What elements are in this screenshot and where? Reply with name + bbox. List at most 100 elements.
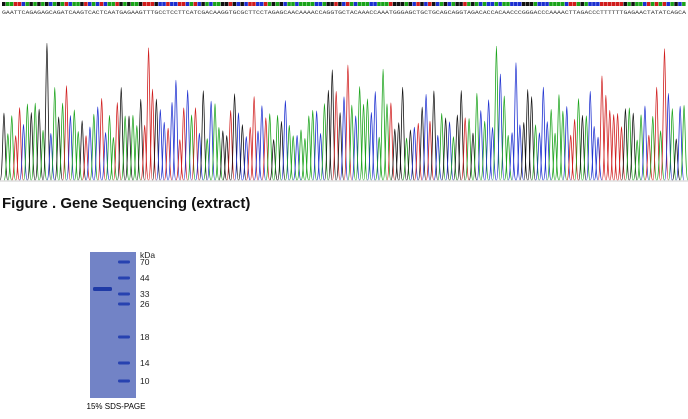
peak <box>515 124 524 181</box>
peak <box>85 126 95 181</box>
base-cell <box>326 2 330 6</box>
peak <box>144 47 153 181</box>
peak <box>582 115 591 181</box>
marker-label: 44 <box>140 273 150 283</box>
caption: Figure . Gene Sequencing (extract) <box>2 195 250 212</box>
peak <box>550 132 560 181</box>
peak <box>121 115 130 181</box>
base-cell <box>41 2 45 6</box>
base-cell <box>111 2 115 6</box>
base-cell <box>455 2 459 6</box>
base-cell <box>37 2 41 6</box>
sequence-text: GAATTCAGAGAGCAGATCAAGTCACTCAATGAGAAGTTTG… <box>2 10 687 16</box>
marker-label: 10 <box>140 376 150 386</box>
peak <box>132 125 141 181</box>
marker-label: 70 <box>140 257 150 267</box>
peak <box>414 122 423 181</box>
base-cell <box>13 2 18 6</box>
base-cell <box>451 2 455 6</box>
base-cell <box>224 2 229 6</box>
peak <box>277 121 286 181</box>
base-cell <box>248 2 252 6</box>
base-cell <box>420 2 424 6</box>
base-cell <box>502 2 506 6</box>
base-cell <box>459 2 463 6</box>
base-cell <box>302 2 307 6</box>
base-cell <box>631 2 635 6</box>
base-cell <box>87 2 92 6</box>
ladder-band <box>118 361 130 365</box>
base-cell <box>150 2 155 6</box>
base-cell <box>529 2 534 6</box>
peak <box>535 132 544 181</box>
base-cell <box>138 2 143 6</box>
peak <box>609 114 618 181</box>
peak <box>480 120 489 181</box>
base-cell <box>127 2 131 6</box>
peak <box>461 117 470 181</box>
peak <box>187 114 196 181</box>
base-cell <box>263 2 268 6</box>
peak <box>195 132 204 181</box>
base-cell <box>95 2 100 6</box>
peak <box>617 126 626 181</box>
peak <box>394 122 403 181</box>
peak <box>390 128 399 181</box>
peak <box>11 135 20 181</box>
base-cell <box>177 2 182 6</box>
base-cell <box>627 2 631 6</box>
base-cell <box>560 2 565 6</box>
peak <box>382 103 392 181</box>
peak <box>199 90 208 181</box>
base-cell <box>295 2 299 6</box>
peak <box>66 115 75 181</box>
base-cell <box>299 2 303 6</box>
peak <box>621 108 630 181</box>
base-cell <box>220 2 225 6</box>
marker-label: 33 <box>140 289 150 299</box>
base-cell <box>107 2 112 6</box>
base-cell <box>48 2 53 6</box>
peak <box>300 137 310 181</box>
peak <box>101 132 110 181</box>
base-cell <box>259 2 264 6</box>
base-cell <box>533 2 538 6</box>
base-cell <box>494 2 498 6</box>
base-cell <box>385 2 389 6</box>
peak <box>672 138 681 181</box>
base-cell <box>283 2 287 6</box>
peak <box>308 109 317 181</box>
base-cell <box>338 2 342 6</box>
base-cell <box>9 2 14 6</box>
peak <box>316 132 325 181</box>
peak <box>246 126 255 181</box>
base-cell <box>142 2 147 6</box>
base-cell <box>646 2 651 6</box>
peak <box>160 121 169 181</box>
base-cell <box>639 2 643 6</box>
peak <box>74 131 83 181</box>
peak <box>511 62 521 181</box>
peak <box>304 115 313 181</box>
base-cell <box>213 2 217 6</box>
peak <box>570 118 579 181</box>
peak <box>539 86 548 181</box>
base-cell <box>345 2 350 6</box>
ladder-band <box>118 379 130 383</box>
peak <box>19 123 28 181</box>
ladder-band <box>118 335 130 339</box>
base-cell <box>557 2 561 6</box>
sample-band <box>93 287 112 291</box>
marker-label: 14 <box>140 358 150 368</box>
base-cell <box>404 2 409 6</box>
base-cell <box>580 2 584 6</box>
base-cell <box>306 2 311 6</box>
gel-label: 15% SDS-PAGE <box>87 402 146 411</box>
peak <box>171 79 181 181</box>
peak <box>50 87 59 181</box>
base-cell <box>643 2 647 6</box>
peak <box>140 124 149 181</box>
base-cell <box>510 2 514 6</box>
base-cell <box>576 2 581 6</box>
